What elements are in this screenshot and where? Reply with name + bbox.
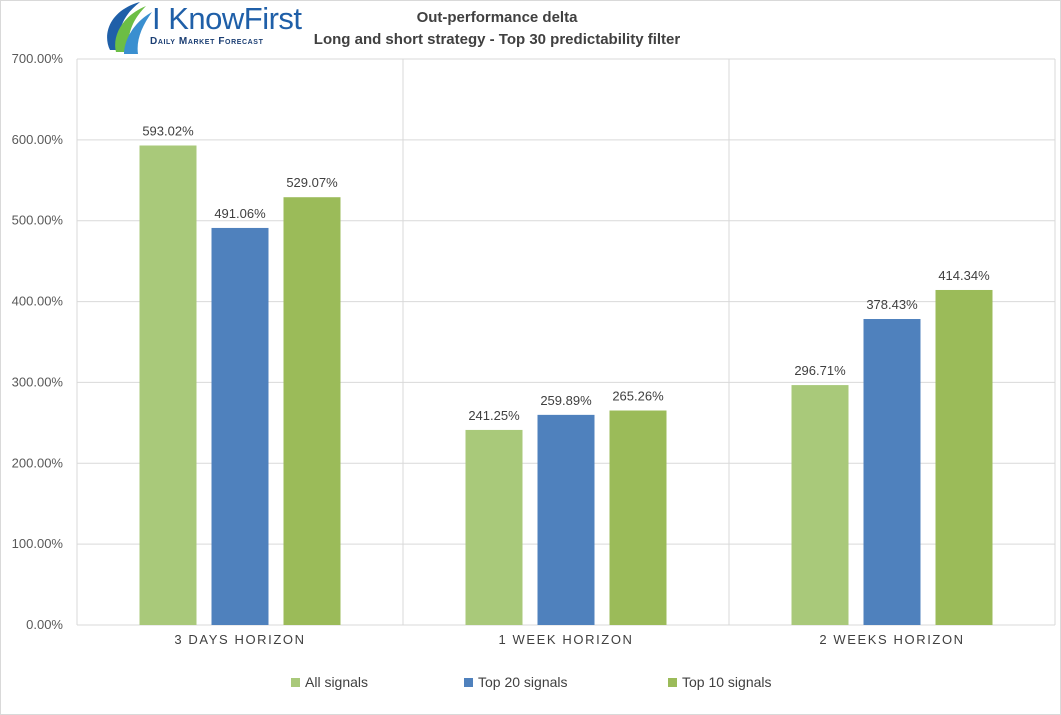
data-label: 296.71% (794, 363, 846, 378)
bar-top-20-signals (863, 319, 921, 625)
legend: All signals Top 20 signals Top 10 signal… (0, 674, 1061, 696)
y-tick-label: 700.00% (12, 51, 64, 66)
x-axis-ticks: 3 DAYS HORIZON 1 WEEK HORIZON 2 WEEKS HORI… (174, 632, 964, 647)
logo-swoosh-icon (107, 2, 152, 54)
data-label: 265.26% (612, 389, 664, 404)
legend-swatch-top20-signals (464, 677, 473, 687)
brand-logo: I KnowFirst Daily Market Forecast (100, 0, 302, 56)
data-label: 414.34% (938, 268, 990, 283)
bar-all-signals (465, 429, 523, 625)
y-axis-ticks: 0.00% 100.00% 200.00% 300.00% 400.00% 500.00%… (12, 51, 64, 632)
x-tick-label: 1 WEEK HORIZON (498, 632, 633, 647)
y-tick-label: 600.00% (12, 132, 64, 147)
data-label: 529.07% (286, 175, 338, 190)
bar-top-10-signals (283, 197, 341, 626)
bar-top-20-signals (211, 227, 269, 625)
bar-all-signals (791, 385, 849, 625)
legend-item-all-signals: All signals (291, 674, 368, 690)
data-label: 259.89% (540, 393, 592, 408)
data-label: 593.02% (142, 124, 194, 139)
data-labels: 593.02% 491.06% 529.07% 241.25% 259.89% 265.2… (142, 124, 990, 423)
chart-title-line-2: Long and short strategy - Top 30 predict… (313, 31, 681, 48)
legend-label-all-signals: All signals (305, 674, 369, 690)
bar-all-signals (139, 145, 197, 625)
chart-title: Out-performance delta Long and short str… (290, 7, 704, 51)
bar-top-10-signals (609, 410, 667, 625)
logo-tagline: Daily Market Forecast (150, 36, 264, 47)
bars (139, 145, 993, 626)
data-label: 241.25% (468, 408, 520, 423)
bar-chart: 0.00% 100.00% 200.00% 300.00% 400.00% 500.00%… (12, 51, 1056, 647)
y-tick-label: 100.00% (12, 536, 64, 551)
y-tick-label: 300.00% (12, 374, 64, 389)
legend-label-top20-signals: Top 20 signals (478, 674, 568, 690)
logo-wordmark: I KnowFirst (152, 1, 302, 36)
y-tick-label: 500.00% (12, 213, 64, 228)
y-tick-label: 400.00% (12, 294, 64, 309)
legend-item-top10-signals: Top 10 signals (668, 674, 772, 690)
data-label: 491.06% (214, 206, 266, 221)
chart-title-line-1: Out-performance delta (416, 9, 578, 26)
data-label: 378.43% (866, 297, 918, 312)
bar-top-20-signals (537, 414, 595, 625)
y-tick-label: 200.00% (12, 455, 64, 470)
legend-swatch-top10-signals (668, 677, 677, 687)
bar-top-10-signals (935, 289, 993, 625)
y-tick-label: 0.00% (26, 617, 63, 632)
legend-swatch-all-signals (291, 677, 300, 687)
legend-label-top10-signals: Top 10 signals (682, 674, 772, 690)
x-tick-label: 2 WEEKS HORIZON (819, 632, 964, 647)
x-tick-label: 3 DAYS HORIZON (174, 632, 305, 647)
legend-item-top20-signals: Top 20 signals (464, 674, 568, 690)
